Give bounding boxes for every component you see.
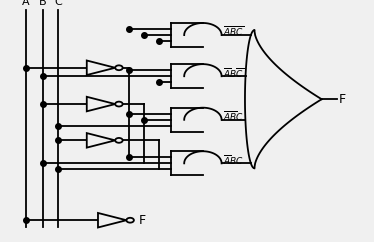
Text: F: F <box>338 93 346 106</box>
Polygon shape <box>87 60 115 75</box>
Polygon shape <box>171 64 203 88</box>
Text: A: A <box>22 0 30 7</box>
Circle shape <box>115 138 123 143</box>
Polygon shape <box>184 23 221 47</box>
Text: $\overline{A}B\overline{C}$: $\overline{A}B\overline{C}$ <box>223 66 245 80</box>
Circle shape <box>115 65 123 70</box>
Text: B: B <box>39 0 47 7</box>
Text: $\overline{A}\overline{B}\overline{C}$: $\overline{A}\overline{B}\overline{C}$ <box>223 24 245 38</box>
Polygon shape <box>184 64 221 88</box>
Circle shape <box>126 218 134 223</box>
Polygon shape <box>171 151 203 175</box>
Polygon shape <box>171 108 203 132</box>
Polygon shape <box>87 97 115 111</box>
Polygon shape <box>245 30 322 168</box>
Polygon shape <box>98 213 126 227</box>
Text: $\overline{A}\overline{B}C$: $\overline{A}\overline{B}C$ <box>223 109 245 123</box>
Polygon shape <box>87 133 115 148</box>
Polygon shape <box>171 23 203 47</box>
Circle shape <box>115 102 123 106</box>
Polygon shape <box>184 151 221 175</box>
Text: $\overline{A}BC$: $\overline{A}BC$ <box>223 153 245 167</box>
Text: F: F <box>138 214 145 227</box>
Text: C: C <box>54 0 62 7</box>
Polygon shape <box>184 108 221 132</box>
